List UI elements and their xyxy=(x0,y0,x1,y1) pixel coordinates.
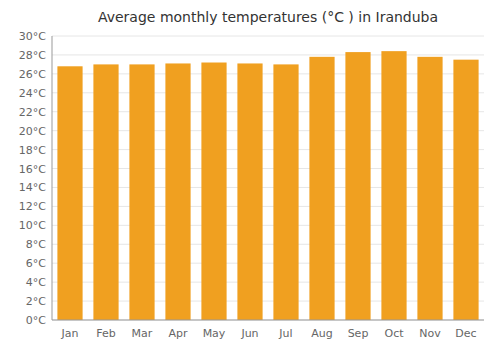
y-tick-label: 22°C xyxy=(19,106,46,119)
grid-line xyxy=(52,320,484,321)
bar xyxy=(201,63,226,320)
bar xyxy=(381,51,406,320)
x-axis-line xyxy=(52,320,484,321)
x-tick-label: Sep xyxy=(348,327,369,340)
bars xyxy=(57,51,478,320)
x-tick-label: Nov xyxy=(419,327,441,340)
y-tick-label: 20°C xyxy=(19,125,46,138)
bar xyxy=(57,66,82,320)
y-tick-label: 10°C xyxy=(19,219,46,232)
y-tick-label: 2°C xyxy=(26,295,46,308)
y-axis: 0°C 2°C 4°C 6°C 8°C 10°C 12°C 14°C 16°C 18°C 20°C 2… xyxy=(19,30,46,327)
x-tick-label: Apr xyxy=(168,327,188,340)
bar xyxy=(273,64,298,320)
x-tick-label: Jan xyxy=(61,327,79,340)
y-tick-label: 24°C xyxy=(19,87,46,100)
y-tick-label: 16°C xyxy=(19,163,46,176)
x-tick-label: Dec xyxy=(455,327,476,340)
y-tick-label: 0°C xyxy=(26,314,46,327)
x-tick-label: Jul xyxy=(278,327,292,340)
x-tick-label: Mar xyxy=(132,327,153,340)
chart-container: Average monthly temperatures (°C ) in Ir… xyxy=(0,0,500,350)
bar xyxy=(237,63,262,320)
y-tick-label: 12°C xyxy=(19,200,46,213)
y-tick-label: 28°C xyxy=(19,49,46,62)
bar xyxy=(453,60,478,320)
x-tick-label: Jun xyxy=(240,327,258,340)
y-axis-line xyxy=(52,36,53,320)
chart-title: Average monthly temperatures (°C ) in Ir… xyxy=(98,9,438,25)
y-tick-label: 8°C xyxy=(26,238,46,251)
y-tick-label: 26°C xyxy=(19,68,46,81)
bar xyxy=(345,52,370,320)
x-tick-label: Aug xyxy=(311,327,332,340)
chart-svg: Average monthly temperatures (°C ) in Ir… xyxy=(0,0,500,350)
bar xyxy=(309,57,334,320)
x-axis: Jan Feb Mar Apr May Jun Jul Aug Sep Oct Nov Dec xyxy=(61,327,477,340)
y-tick-label: 14°C xyxy=(19,181,46,194)
x-tick-label: May xyxy=(203,327,226,340)
y-tick-label: 18°C xyxy=(19,144,46,157)
grid xyxy=(52,36,484,320)
x-tick-label: Feb xyxy=(96,327,115,340)
y-tick-label: 30°C xyxy=(19,30,46,43)
grid-line xyxy=(52,36,484,37)
x-tick-label: Oct xyxy=(384,327,404,340)
bar xyxy=(93,64,118,320)
grid-line xyxy=(52,54,484,55)
bar xyxy=(165,63,190,320)
y-tick-label: 4°C xyxy=(26,276,46,289)
bar xyxy=(129,64,154,320)
bar xyxy=(417,57,442,320)
y-tick-label: 6°C xyxy=(26,257,46,270)
